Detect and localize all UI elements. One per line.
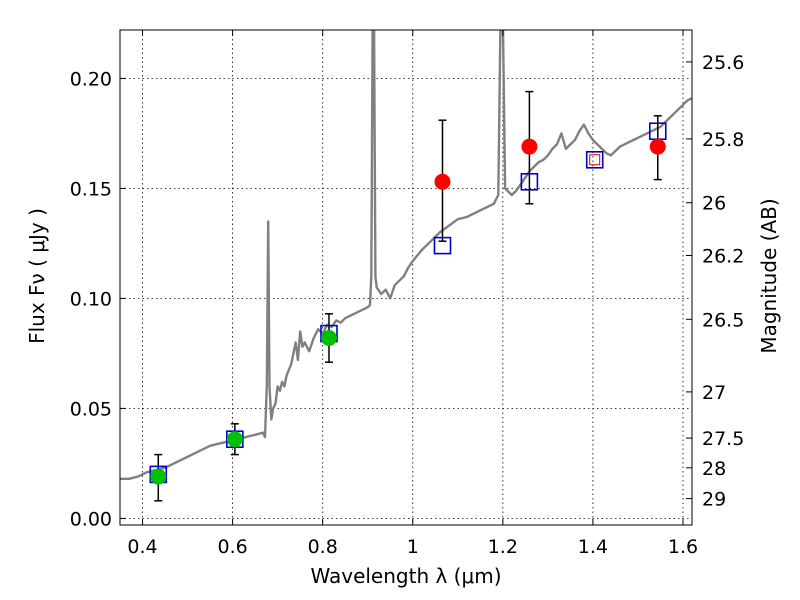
x-tick-label: 1 <box>407 536 419 558</box>
y2-tick-label: 26.2 <box>702 246 744 268</box>
y2-tick-label: 25.8 <box>702 129 744 151</box>
y2-tick-label: 29 <box>702 489 726 511</box>
plot-frame <box>119 29 693 526</box>
spectrum-line <box>120 30 692 480</box>
x-tick-label: 1.4 <box>578 536 608 558</box>
y-tick-label: 0.10 <box>70 288 112 310</box>
optical-point <box>150 468 167 485</box>
y-tick-labels: 0.00 0.05 0.10 0.15 0.20 <box>70 68 112 530</box>
y2-tick-label: 26 <box>702 193 726 215</box>
x-tick-label: 0.4 <box>127 536 157 558</box>
y2-tick-label: 25.6 <box>702 52 744 74</box>
x-tick-label: 1.6 <box>668 536 698 558</box>
y-tick-label: 0.05 <box>70 398 112 420</box>
y-tick-label: 0.00 <box>70 508 112 530</box>
y2-tick-labels: 25.6 25.8 26 26.2 26.5 27 27.5 28 29 <box>702 52 744 511</box>
x-axis-label: Wavelength λ (μm) <box>310 564 501 588</box>
nir-point <box>649 138 666 155</box>
y-tick-label: 0.20 <box>70 68 112 90</box>
y2-tick-label: 27.5 <box>702 428 744 450</box>
y-tick-label: 0.15 <box>70 178 112 200</box>
x-tick-labels: 0.4 0.6 0.8 1 1.2 1.4 1.6 <box>127 536 698 558</box>
x-tick-label: 1.2 <box>488 536 518 558</box>
optical-point <box>320 330 337 346</box>
nir-point <box>434 173 451 190</box>
y2-axis-label: Magnitude (AB) <box>757 198 781 353</box>
ticks <box>120 30 692 525</box>
nir-point <box>521 138 538 155</box>
x-tick-label: 0.8 <box>308 536 338 558</box>
model-box-inner <box>589 154 601 166</box>
model-box <box>433 236 452 255</box>
y2-tick-label: 28 <box>702 458 726 480</box>
markers <box>149 122 667 485</box>
x-tick-label: 0.6 <box>217 536 247 558</box>
model-box <box>520 173 539 191</box>
y2-tick-label: 27 <box>702 382 726 404</box>
spectrum-series <box>120 30 692 480</box>
optical-point <box>226 431 243 448</box>
grid <box>120 30 692 525</box>
y2-tick-label: 26.5 <box>702 309 744 331</box>
model-box <box>585 151 604 169</box>
y-axis-label: Flux Fν ( μJy ) <box>25 208 49 344</box>
